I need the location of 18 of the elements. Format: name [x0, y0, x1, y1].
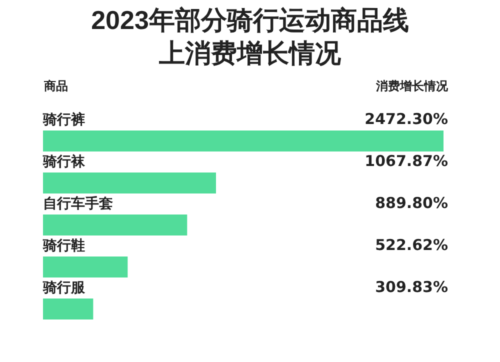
y-tick-label: 骑行服	[42, 280, 86, 296]
y-tick-label: 骑行鞋	[42, 238, 85, 254]
data-label: 889.80%	[375, 194, 448, 212]
y-tick-label: 骑行裤	[42, 111, 85, 128]
y-tick-label: 骑行袜	[42, 153, 86, 170]
chart-title: 2023年部分骑行运动商品线上消费增长情况	[90, 4, 410, 70]
y-tick-label: 自行车手套	[43, 195, 113, 212]
data-label: 1067.87%	[364, 152, 448, 170]
data-label: 2472.30%	[364, 110, 448, 128]
y-axis-title: 商品	[44, 78, 68, 95]
bar	[43, 214, 188, 236]
data-label: 522.62%	[375, 236, 448, 254]
bar	[43, 298, 94, 320]
bar	[43, 256, 128, 278]
bar	[43, 172, 216, 194]
x-axis-title: 消费增长情况	[376, 78, 448, 95]
bar	[43, 130, 444, 152]
data-label: 309.83%	[375, 278, 448, 296]
